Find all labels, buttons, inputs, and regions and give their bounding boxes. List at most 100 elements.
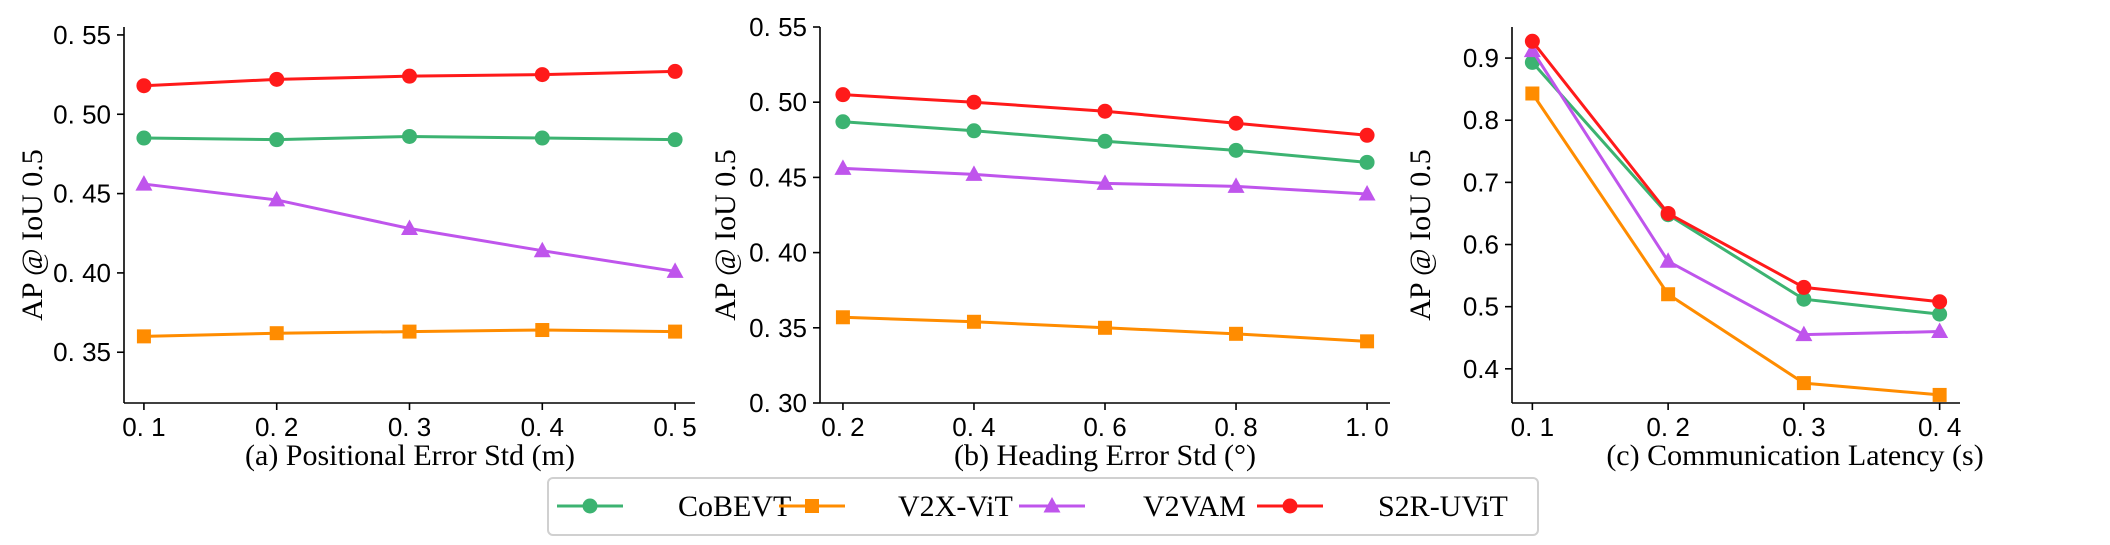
- chart-a-point-v2vam: [401, 219, 418, 235]
- chart-a-point-v2x-vit: [402, 324, 417, 339]
- chart-b-point-cobevt: [1359, 154, 1375, 170]
- chart-c-line-v2x-vit: [1531, 92, 1940, 397]
- chart-b-xtick-label: 1. 0: [1345, 412, 1388, 442]
- chart-a-point-cobevt: [667, 132, 683, 148]
- legend-label-cobevt: CoBEVT: [678, 490, 791, 523]
- legend-marker-v2vam: [1043, 497, 1061, 513]
- chart-c-ytick-label: 0.6: [1463, 230, 1499, 260]
- chart-a-point-v2vam: [533, 241, 551, 258]
- chart-b-xtick-label: 0. 6: [1083, 412, 1126, 442]
- chart-b-ylabel: AP @ IoU 0.5: [709, 149, 742, 321]
- chart-a-point-s2r-uvit: [534, 67, 550, 83]
- chart-b-point-v2x-vit: [1229, 326, 1244, 341]
- legend-marker-s2r-uvit: [1282, 498, 1298, 514]
- chart-a-point-v2x-vit: [535, 323, 550, 338]
- chart-c-point-s2r-uvit: [1660, 205, 1676, 221]
- chart-c-point-v2x-vit: [1661, 287, 1676, 302]
- legend-label-s2r-uvit: S2R-UViT: [1378, 490, 1508, 523]
- chart-a-ytick-label: 0. 55: [53, 20, 111, 50]
- chart-a-point-s2r-uvit: [269, 71, 285, 87]
- chart-c-ytick-label: 0.8: [1463, 105, 1499, 135]
- chart-a-ytick-label: 0. 50: [53, 99, 111, 129]
- chart-a-point-s2r-uvit: [402, 68, 417, 84]
- chart-a-point-v2x-vit: [136, 329, 151, 344]
- chart-b-point-v2vam: [1227, 177, 1245, 193]
- chart-c-xtick-label: 0. 3: [1782, 412, 1825, 442]
- chart-b-point-v2vam: [834, 159, 852, 175]
- chart-b-point-v2x-vit: [835, 310, 850, 325]
- legend-marker-cobevt: [582, 498, 598, 514]
- chart-b-point-v2vam: [965, 165, 983, 181]
- chart-b-point-s2r-uvit: [835, 87, 851, 103]
- chart-c-point-s2r-uvit: [1932, 294, 1948, 310]
- chart-c-line-cobevt: [1531, 61, 1940, 316]
- chart-c-ytick-label: 0.4: [1463, 354, 1499, 384]
- chart-a-point-cobevt: [136, 130, 152, 146]
- chart-c-ylabel: AP @ IoU 0.5: [1404, 149, 1437, 321]
- chart-b-xtick-label: 0. 2: [821, 412, 864, 442]
- chart-b-ytick-label: 0. 50: [749, 87, 807, 117]
- chart-b-xtick-label: 0. 8: [1214, 412, 1257, 442]
- legend: CoBEVT V2X-ViT V2VAM S2R-UViT: [547, 477, 1539, 536]
- chart-b: AP @ IoU 0.5 (b) Heading Error Std (°) 0…: [709, 12, 1390, 472]
- chart-a-point-v2vam: [135, 175, 153, 191]
- chart-b-ytick-label: 0. 35: [749, 313, 807, 343]
- chart-a-point-v2vam: [268, 190, 286, 207]
- chart-b-point-s2r-uvit: [1228, 115, 1244, 131]
- chart-c-point-cobevt: [1796, 291, 1812, 307]
- chart-a-point-v2vam: [666, 262, 684, 278]
- chart-a-ytick-label: 0. 45: [53, 179, 111, 209]
- chart-b-point-s2r-uvit: [1097, 103, 1113, 119]
- chart-a-xlabel: (a) Positional Error Std (m): [245, 439, 575, 472]
- chart-b-point-s2r-uvit: [1359, 127, 1375, 143]
- chart-a-xtick-label: 0. 1: [122, 412, 165, 442]
- chart-c-point-cobevt: [1932, 306, 1948, 322]
- chart-a-point-v2x-vit: [269, 326, 284, 341]
- chart-a-xtick-label: 0. 3: [388, 412, 431, 442]
- chart-a-xtick-label: 0. 5: [653, 412, 696, 442]
- chart-c-xtick-label: 0. 4: [1918, 412, 1961, 442]
- chart-c-point-s2r-uvit: [1524, 33, 1540, 49]
- chart-c-point-v2vam: [1523, 41, 1541, 58]
- chart-a-xtick-label: 0. 4: [521, 412, 564, 442]
- chart-b-point-cobevt: [966, 123, 982, 139]
- chart-b-point-cobevt: [1097, 133, 1113, 149]
- chart-b-ytick-label: 0. 45: [749, 162, 807, 192]
- chart-a-ylabel: AP @ IoU 0.5: [16, 149, 49, 321]
- chart-a-xtick-label: 0. 2: [255, 412, 298, 442]
- chart-c-ytick-label: 0.9: [1463, 43, 1499, 73]
- chart-c-line-v2vam: [1531, 49, 1940, 337]
- chart-b-point-cobevt: [1228, 142, 1244, 158]
- chart-a-point-s2r-uvit: [667, 63, 683, 79]
- chart-b-ytick-label: 0. 30: [749, 388, 807, 418]
- chart-a-point-s2r-uvit: [136, 78, 152, 94]
- chart-c-xtick-label: 0. 2: [1646, 412, 1689, 442]
- chart-a: AP @ IoU 0.5 (a) Positional Error Std (m…: [16, 20, 697, 472]
- chart-a-point-cobevt: [534, 130, 550, 146]
- chart-c-point-v2x-vit: [1932, 387, 1947, 402]
- chart-b-point-cobevt: [835, 114, 851, 130]
- chart-c-point-v2x-vit: [1525, 86, 1540, 101]
- chart-c-line-s2r-uvit: [1531, 40, 1940, 304]
- chart-b-point-v2x-vit: [1098, 320, 1112, 335]
- legend-marker-v2x-vit: [805, 499, 819, 513]
- chart-b-xlabel: (b) Heading Error Std (°): [954, 439, 1256, 472]
- chart-c-point-s2r-uvit: [1796, 279, 1812, 295]
- chart-b-ytick-label: 0. 55: [749, 12, 807, 42]
- chart-b-point-v2x-vit: [1360, 334, 1375, 349]
- chart-c-ytick-label: 0.5: [1463, 292, 1499, 322]
- chart-a-point-cobevt: [269, 132, 285, 148]
- chart-c-point-v2vam: [1931, 322, 1949, 339]
- chart-a-point-cobevt: [402, 128, 417, 144]
- chart-a-ytick-label: 0. 35: [53, 337, 111, 367]
- legend-label-v2x-vit: V2X-ViT: [898, 490, 1013, 523]
- chart-b-point-s2r-uvit: [966, 94, 982, 110]
- chart-b-point-v2x-vit: [966, 314, 981, 329]
- chart-c-xlabel: (c) Communication Latency (s): [1606, 439, 1983, 472]
- chart-b-point-v2vam: [1358, 184, 1376, 201]
- chart-b-point-v2vam: [1096, 174, 1114, 190]
- chart-c-xtick-label: 0. 1: [1511, 412, 1554, 442]
- legend-label-v2vam: V2VAM: [1143, 490, 1246, 523]
- chart-c: AP @ IoU 0.5 (c) Communication Latency (…: [1404, 27, 1984, 472]
- chart-c-point-v2vam: [1795, 325, 1813, 342]
